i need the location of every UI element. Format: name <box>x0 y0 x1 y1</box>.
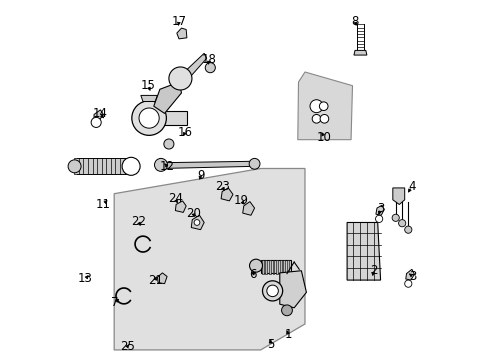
Circle shape <box>319 102 327 111</box>
Text: 10: 10 <box>316 131 331 144</box>
Polygon shape <box>114 168 305 350</box>
Polygon shape <box>242 202 254 215</box>
Circle shape <box>309 100 322 113</box>
Polygon shape <box>79 158 84 174</box>
Polygon shape <box>141 95 157 102</box>
Circle shape <box>91 117 101 127</box>
Polygon shape <box>94 110 103 120</box>
Text: 5: 5 <box>266 338 274 351</box>
Text: 3: 3 <box>376 202 384 215</box>
Polygon shape <box>353 50 366 55</box>
Text: 1: 1 <box>284 328 291 341</box>
Text: 21: 21 <box>147 274 163 287</box>
Polygon shape <box>260 260 290 273</box>
Text: 13: 13 <box>78 273 93 285</box>
Polygon shape <box>149 111 186 125</box>
Text: 23: 23 <box>214 180 229 193</box>
Polygon shape <box>175 201 186 212</box>
Polygon shape <box>286 260 288 274</box>
Polygon shape <box>392 188 404 204</box>
Text: 3: 3 <box>408 270 416 283</box>
Polygon shape <box>279 260 281 274</box>
Polygon shape <box>92 158 98 174</box>
Circle shape <box>122 157 140 175</box>
Polygon shape <box>83 158 89 174</box>
Circle shape <box>139 108 159 128</box>
Text: 19: 19 <box>234 194 248 207</box>
Polygon shape <box>191 215 204 230</box>
Polygon shape <box>405 269 413 280</box>
Text: 18: 18 <box>202 53 216 66</box>
Circle shape <box>249 158 260 169</box>
Text: 20: 20 <box>185 207 201 220</box>
Polygon shape <box>346 222 380 280</box>
Circle shape <box>132 101 166 135</box>
Circle shape <box>398 220 405 227</box>
Polygon shape <box>265 260 266 274</box>
Circle shape <box>375 215 382 222</box>
Text: 17: 17 <box>171 15 186 28</box>
Circle shape <box>168 67 192 90</box>
Circle shape <box>249 259 262 272</box>
Text: 16: 16 <box>177 126 192 139</box>
Circle shape <box>281 305 292 316</box>
Polygon shape <box>261 260 263 274</box>
Polygon shape <box>88 158 94 174</box>
Polygon shape <box>97 158 102 174</box>
Circle shape <box>404 226 411 233</box>
Polygon shape <box>153 82 181 113</box>
Polygon shape <box>74 158 80 174</box>
Circle shape <box>154 158 167 171</box>
Polygon shape <box>111 158 117 174</box>
Polygon shape <box>279 271 306 308</box>
Text: 11: 11 <box>96 198 111 211</box>
Text: 8: 8 <box>351 15 358 28</box>
Text: 6: 6 <box>248 268 256 281</box>
Text: 7: 7 <box>111 296 119 309</box>
Text: 9: 9 <box>197 169 204 182</box>
Polygon shape <box>375 205 384 215</box>
Polygon shape <box>272 260 274 274</box>
Polygon shape <box>115 158 121 174</box>
Text: 15: 15 <box>140 79 155 92</box>
Polygon shape <box>102 158 107 174</box>
Circle shape <box>68 160 81 173</box>
Polygon shape <box>177 28 186 39</box>
Circle shape <box>404 280 411 287</box>
Circle shape <box>266 285 278 297</box>
Circle shape <box>262 281 282 301</box>
Polygon shape <box>106 158 112 174</box>
Text: 14: 14 <box>92 107 107 120</box>
Text: 2: 2 <box>369 264 376 277</box>
Polygon shape <box>120 158 125 174</box>
Text: 25: 25 <box>120 340 135 353</box>
Polygon shape <box>161 161 255 168</box>
Text: 24: 24 <box>167 192 183 205</box>
Text: 4: 4 <box>407 180 415 193</box>
Circle shape <box>194 220 200 225</box>
Circle shape <box>163 139 174 149</box>
Polygon shape <box>185 53 206 77</box>
Polygon shape <box>221 188 232 201</box>
Polygon shape <box>283 260 285 274</box>
Polygon shape <box>268 260 270 274</box>
Polygon shape <box>157 273 167 284</box>
Polygon shape <box>124 158 130 174</box>
Circle shape <box>205 63 215 73</box>
Circle shape <box>391 214 399 221</box>
Circle shape <box>320 114 328 123</box>
Circle shape <box>311 114 320 123</box>
Text: 12: 12 <box>159 160 174 173</box>
Polygon shape <box>297 72 352 140</box>
Text: 22: 22 <box>130 215 145 228</box>
Polygon shape <box>276 260 277 274</box>
